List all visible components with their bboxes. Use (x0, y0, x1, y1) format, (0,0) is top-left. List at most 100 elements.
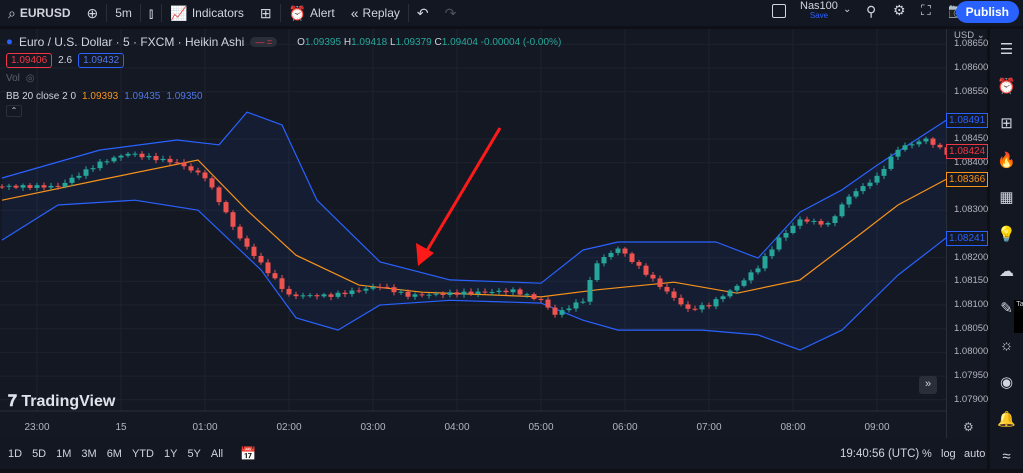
object-tree-icon[interactable]: ⊞ (1000, 115, 1013, 132)
gear-icon[interactable]: ⚙ (893, 2, 906, 18)
open-label: O (297, 36, 305, 48)
range-button-1d[interactable]: 1D (8, 447, 23, 460)
chat-cloud-icon[interactable]: ☁ (999, 263, 1014, 280)
time-tick: 06:00 (612, 422, 638, 433)
date-range-calendar-icon[interactable]: 📅 (240, 445, 257, 461)
range-button-3m[interactable]: 3M (81, 447, 97, 460)
sell-price-button[interactable]: 1.09406 (6, 52, 53, 68)
price-chart[interactable] (0, 29, 987, 438)
candle-body (566, 308, 572, 311)
quick-search-icon[interactable]: ⚲ (866, 3, 877, 19)
candle-body (832, 216, 838, 224)
candle-body (202, 172, 208, 179)
eye-hidden-icon[interactable]: ◎ (25, 72, 35, 84)
candle-body (895, 149, 901, 157)
watchlist-icon[interactable]: ☰ (999, 41, 1014, 58)
candle-body (881, 168, 887, 176)
range-button-1m[interactable]: 1M (56, 447, 72, 460)
close-label: C (434, 36, 442, 48)
collapse-legend-button[interactable]: ⌃ (6, 105, 22, 117)
range-button-ytd[interactable]: YTD (131, 447, 154, 460)
plus-circle-icon: ⊕ (86, 4, 99, 21)
bell-icon[interactable]: 🔔 (997, 411, 1016, 428)
alarm-clock-icon[interactable]: ⏰ (997, 78, 1016, 95)
publish-button[interactable]: Publish (955, 1, 1019, 23)
divider (106, 4, 108, 22)
undo-button[interactable]: ↶ (409, 0, 437, 26)
currency-flag-icon: ● (6, 36, 13, 48)
layout-toggle-button[interactable] (772, 4, 786, 18)
alert-button[interactable]: ⏰ Alert (281, 0, 343, 26)
currency-selector[interactable]: USD ⌄ (954, 30, 985, 41)
candle-body (503, 290, 509, 293)
range-button-5d[interactable]: 5D (32, 447, 47, 460)
candle-body (748, 272, 754, 281)
indicators-icon: 📈 (170, 4, 188, 21)
symbol-search[interactable]: ⌕ EURUSD (0, 0, 79, 26)
redo-button[interactable]: ↷ (437, 0, 465, 26)
candle-body (279, 278, 285, 289)
candle-body (286, 288, 292, 295)
range-button-all[interactable]: All (210, 447, 224, 460)
candle-body (517, 289, 523, 295)
redo-icon: ↷ (444, 4, 457, 21)
scroll-to-realtime-button[interactable]: » (919, 376, 937, 394)
chevrons-icon[interactable]: ≈ (1002, 448, 1011, 465)
candle-body (811, 220, 817, 222)
time-tick: 23:00 (24, 422, 50, 433)
candle-body (524, 294, 530, 296)
percent-toggle[interactable]: % (922, 447, 932, 460)
candle-body (41, 185, 47, 188)
volume-label: Vol (6, 72, 20, 84)
candle-body (335, 292, 341, 297)
stream-icon[interactable]: ◉ (999, 374, 1014, 391)
fullscreen-icon[interactable]: ⛶ (921, 2, 931, 18)
layout-name-button[interactable]: Nas100 Save (800, 1, 838, 21)
candle-body (384, 286, 390, 288)
candle-body (314, 295, 320, 297)
replay-button[interactable]: «Replay (343, 0, 408, 26)
search-icon: ⌕ (8, 4, 16, 21)
range-button-6m[interactable]: 6M (106, 447, 122, 460)
bb-upper-line (1, 111, 948, 284)
auto-toggle[interactable]: auto (964, 447, 986, 460)
annotation-arrow-shaft[interactable] (423, 127, 502, 255)
price-tag: 1.08366 (946, 171, 989, 187)
add-symbol-button[interactable]: ⊕ (79, 0, 107, 26)
time-tick: 08:00 (780, 422, 806, 433)
time-tick: 09:00 (864, 422, 890, 433)
tooltip-take: Take (1014, 300, 1023, 333)
price-tick: 1.08400 (954, 156, 989, 168)
candle-body (853, 191, 859, 197)
candle-body (258, 255, 264, 263)
clock[interactable]: 19:40:56 (UTC) (840, 447, 920, 460)
chart-pane[interactable]: ● Euro / U.S. Dollar · 5 · FXCM · Heikin… (0, 29, 989, 438)
indicators-button[interactable]: 📈 Indicators (162, 0, 251, 26)
range-button-1y[interactable]: 1Y (163, 447, 178, 460)
chevron-down-icon[interactable]: ⌄ (843, 4, 852, 15)
candle-body (209, 178, 215, 188)
candle-body (636, 261, 642, 266)
candle-body (629, 253, 635, 262)
legend-toggle-button[interactable]: — = (250, 37, 278, 47)
interval-button[interactable]: 5m (107, 0, 140, 26)
chart-type-button[interactable]: ⫾ (141, 0, 161, 26)
candle-body (272, 273, 278, 279)
calendar-icon[interactable]: ▦ (999, 189, 1014, 206)
buy-price-button[interactable]: 1.09432 (78, 52, 125, 68)
low-label: L (390, 36, 396, 48)
range-button-5y[interactable]: 5Y (187, 447, 201, 460)
candle-body (153, 155, 159, 161)
candle-body (790, 225, 796, 234)
axis-settings-icon[interactable]: ⚙ (963, 420, 974, 434)
ideas-lightbulb-icon[interactable]: 💡 (997, 226, 1016, 243)
candle-body (377, 286, 383, 288)
signals-icon[interactable]: ☼ (999, 337, 1014, 354)
hotlist-flame-icon[interactable]: 🔥 (997, 152, 1016, 169)
notes-icon[interactable]: ✎Take (1000, 292, 1023, 333)
templates-button[interactable]: ⊞ (252, 0, 280, 26)
candle-body (601, 257, 607, 264)
annotation-arrow-head[interactable] (416, 243, 434, 266)
log-toggle[interactable]: log (941, 447, 956, 460)
candle-body (146, 155, 152, 158)
